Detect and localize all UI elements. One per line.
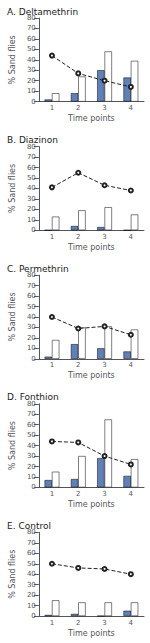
svg-text:% Sand flies: % Sand flies <box>8 164 17 213</box>
svg-text:4: 4 <box>129 619 134 627</box>
svg-text:10: 10 <box>27 344 36 352</box>
svg-text:80: 80 <box>26 399 36 408</box>
svg-text:60: 60 <box>27 35 36 43</box>
svg-text:2: 2 <box>76 619 80 627</box>
svg-text:2: 2 <box>76 361 80 369</box>
svg-text:3: 3 <box>102 619 106 627</box>
svg-text:40: 40 <box>27 442 36 450</box>
svg-text:60: 60 <box>27 164 36 172</box>
svg-text:C. Permethrin: C. Permethrin <box>7 264 69 274</box>
svg-text:70: 70 <box>27 153 36 161</box>
svg-text:60: 60 <box>27 549 36 557</box>
svg-text:Time points: Time points <box>67 500 115 509</box>
svg-text:2: 2 <box>76 233 80 241</box>
svg-text:20: 20 <box>27 334 36 342</box>
svg-text:10: 10 <box>27 473 36 481</box>
svg-text:1: 1 <box>50 104 54 112</box>
svg-text:20: 20 <box>27 77 36 85</box>
svg-text:0: 0 <box>31 98 35 106</box>
svg-text:40: 40 <box>27 313 36 321</box>
svg-text:70: 70 <box>27 410 36 418</box>
svg-text:2: 2 <box>76 490 80 498</box>
svg-text:60: 60 <box>27 292 36 300</box>
svg-text:A. Deltamethrin: A. Deltamethrin <box>7 7 78 17</box>
svg-text:2: 2 <box>76 104 80 112</box>
svg-text:4: 4 <box>129 361 134 369</box>
svg-text:20: 20 <box>27 205 36 213</box>
svg-text:0: 0 <box>31 355 35 363</box>
svg-text:60: 60 <box>27 421 36 429</box>
svg-text:3: 3 <box>102 361 106 369</box>
svg-text:E. Control: E. Control <box>7 521 51 531</box>
svg-text:50: 50 <box>27 45 36 53</box>
svg-text:30: 30 <box>27 66 36 74</box>
svg-text:50: 50 <box>27 303 36 311</box>
svg-text:50: 50 <box>27 174 36 182</box>
svg-text:4: 4 <box>129 490 134 498</box>
svg-text:80: 80 <box>26 528 36 537</box>
svg-text:10: 10 <box>27 87 36 95</box>
svg-text:20: 20 <box>27 591 36 599</box>
svg-text:80: 80 <box>26 14 36 22</box>
svg-text:30: 30 <box>27 323 36 331</box>
svg-text:% Sand flies: % Sand flies <box>8 292 17 341</box>
svg-text:1: 1 <box>50 361 54 369</box>
svg-text:80: 80 <box>26 142 36 151</box>
svg-text:3: 3 <box>102 104 106 112</box>
svg-text:50: 50 <box>27 560 36 568</box>
svg-text:70: 70 <box>27 24 36 32</box>
svg-text:1: 1 <box>50 619 54 627</box>
svg-text:30: 30 <box>27 195 36 203</box>
svg-text:0: 0 <box>31 612 35 620</box>
svg-text:70: 70 <box>27 539 36 547</box>
svg-text:1: 1 <box>50 233 54 241</box>
svg-text:D. Fonthion: D. Fonthion <box>7 392 59 402</box>
svg-text:Time points: Time points <box>67 371 115 380</box>
svg-text:3: 3 <box>102 233 106 241</box>
svg-text:40: 40 <box>27 184 36 192</box>
svg-text:70: 70 <box>27 282 36 290</box>
svg-text:30: 30 <box>27 581 36 589</box>
svg-text:30: 30 <box>27 452 36 460</box>
svg-text:0: 0 <box>31 483 35 491</box>
svg-text:10: 10 <box>27 216 36 224</box>
svg-text:1: 1 <box>50 490 54 498</box>
svg-text:% Sand flies: % Sand flies <box>8 35 17 84</box>
svg-text:20: 20 <box>27 463 36 471</box>
svg-text:10: 10 <box>27 602 36 610</box>
svg-text:4: 4 <box>129 233 134 241</box>
svg-text:3: 3 <box>102 490 106 498</box>
svg-text:Time points: Time points <box>67 629 115 638</box>
svg-text:% Sand flies: % Sand flies <box>8 550 17 599</box>
svg-text:Time points: Time points <box>67 114 115 123</box>
svg-text:% Sand flies: % Sand flies <box>8 421 17 470</box>
svg-text:B. Diazinon: B. Diazinon <box>7 135 58 145</box>
svg-text:50: 50 <box>27 431 36 439</box>
svg-text:0: 0 <box>31 226 35 234</box>
svg-text:80: 80 <box>26 271 36 280</box>
svg-text:40: 40 <box>27 570 36 578</box>
svg-text:40: 40 <box>27 56 36 64</box>
svg-text:Time points: Time points <box>67 243 115 252</box>
svg-text:4: 4 <box>129 104 134 112</box>
